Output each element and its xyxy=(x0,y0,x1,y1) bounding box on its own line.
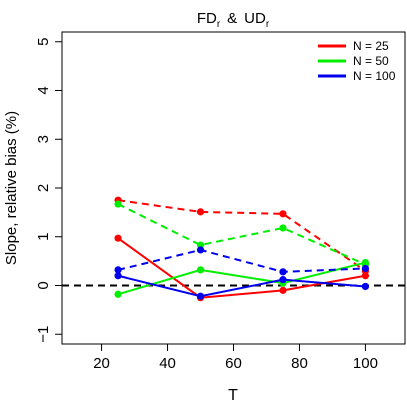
data-point xyxy=(279,286,287,294)
data-point xyxy=(114,272,122,280)
data-point xyxy=(279,210,287,218)
data-point xyxy=(361,264,370,273)
data-point xyxy=(279,276,287,284)
y-tick-label: 3 xyxy=(35,135,52,143)
x-tick-label: 80 xyxy=(291,355,308,372)
series-0 xyxy=(114,234,370,302)
y-tick-label: 0 xyxy=(35,281,52,289)
data-point xyxy=(114,200,122,208)
series-line xyxy=(117,248,366,273)
x-tick-label: 100 xyxy=(353,355,378,372)
legend-label-n50: N = 50 xyxy=(353,54,389,68)
series-layer xyxy=(114,196,370,302)
data-point xyxy=(196,246,205,254)
series-3 xyxy=(114,200,370,269)
data-point xyxy=(279,224,287,232)
legend-label-n100: N = 100 xyxy=(353,69,396,83)
x-tick-label: 20 xyxy=(93,355,110,372)
data-point xyxy=(361,282,370,291)
data-point xyxy=(196,292,205,300)
y-tick-label: 2 xyxy=(35,184,52,192)
legend-label-n25: N = 25 xyxy=(353,39,389,53)
data-point xyxy=(196,208,205,216)
series-2 xyxy=(114,258,370,298)
plot-frame xyxy=(61,31,406,345)
series-line xyxy=(117,199,366,272)
y-tick-label: 4 xyxy=(35,86,52,94)
data-point xyxy=(196,266,205,274)
x-axis-label: T xyxy=(228,387,238,404)
series-line xyxy=(117,261,366,296)
series-5 xyxy=(114,246,370,276)
y-tick-label: 1 xyxy=(35,233,52,241)
series-line xyxy=(117,203,366,266)
chart-title: FDr & UDr xyxy=(197,10,270,30)
legend: N = 25 N = 50 N = 100 xyxy=(318,39,396,83)
data-point xyxy=(114,234,122,242)
series-line xyxy=(117,274,366,298)
data-point xyxy=(114,266,122,274)
data-point xyxy=(114,290,122,298)
y-tick-label: 5 xyxy=(35,38,52,46)
y-tick-label: −1 xyxy=(35,326,52,343)
data-point xyxy=(279,268,287,276)
y-axis-label: Slope, relative bias (%) xyxy=(3,111,20,265)
x-tick-label: 60 xyxy=(225,355,242,372)
series-4 xyxy=(114,272,370,300)
x-tick-label: 40 xyxy=(159,355,176,372)
ticks-layer: 20 40 60 80 100 −1 0 1 2 3 4 5 xyxy=(35,38,378,372)
